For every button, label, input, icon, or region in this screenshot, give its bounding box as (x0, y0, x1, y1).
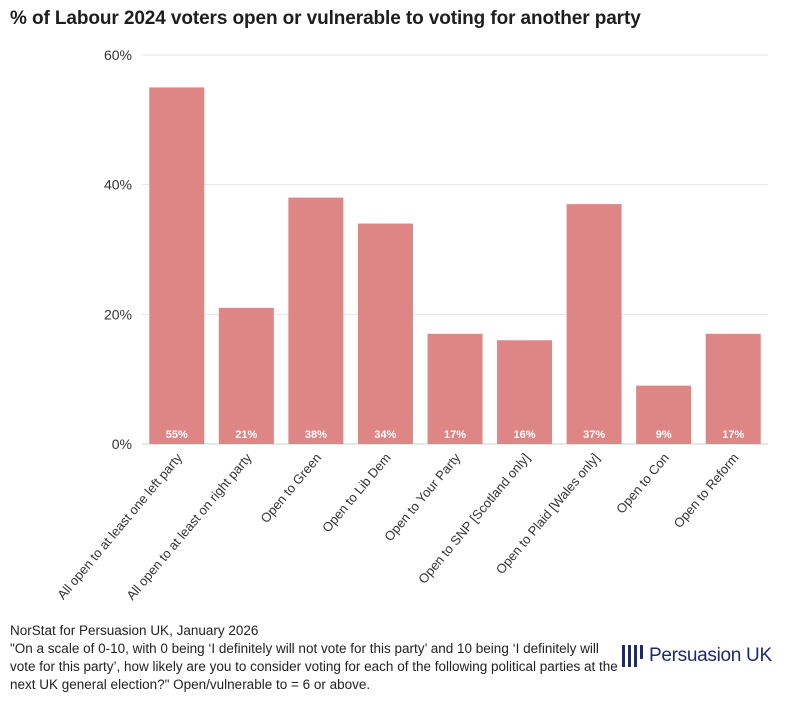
question-note: "On a scale of 0-10, with 0 being ‘I def… (10, 641, 618, 692)
bar (149, 87, 205, 445)
persuasion-uk-logo: Persuasion UK (622, 645, 772, 667)
bar (218, 307, 274, 444)
bar (705, 333, 761, 444)
bar (497, 340, 553, 444)
data-label: 17% (444, 429, 466, 441)
data-label: 37% (583, 429, 605, 441)
x-tick-label: Open to Green (257, 450, 324, 526)
data-label: 21% (235, 429, 257, 441)
data-label: 16% (514, 429, 536, 441)
x-tick-label: Open to Your Party (381, 450, 463, 544)
logo-text: Persuasion UK (649, 645, 772, 666)
data-label: 55% (166, 429, 188, 441)
data-label: 34% (374, 429, 396, 441)
data-label: 9% (656, 429, 672, 441)
y-tick-label: 60% (104, 47, 132, 63)
x-tick-label: Open to Reform (671, 450, 742, 531)
bar (566, 204, 622, 444)
x-tick-label: All open to at least on right party (123, 450, 255, 603)
data-label: 17% (722, 429, 744, 441)
footer: NorStat for Persuasion UK, January 2026 … (10, 622, 620, 694)
bar (288, 197, 344, 444)
y-tick-label: 0% (112, 436, 132, 452)
bar (357, 223, 413, 444)
y-tick-label: 40% (104, 177, 132, 193)
data-label: 38% (305, 429, 327, 441)
source-note: NorStat for Persuasion UK, January 2026 (10, 623, 259, 638)
bar (636, 385, 692, 444)
x-tick-label: Open to Lib Dem (319, 450, 394, 535)
x-tick-label: All open to at least one left party (54, 450, 185, 602)
bar-chart: 0% 20% 40% 60% 55% All open to at least one l… (54, 47, 768, 603)
chart-title: % of Labour 2024 voters open or vulnerab… (10, 8, 641, 29)
x-tick-label: Open to Con (613, 450, 672, 516)
bar (427, 333, 483, 444)
y-tick-label: 20% (104, 306, 132, 322)
logo-bars-icon (622, 645, 643, 667)
x-tick-label: Open to SNP [Scotland only] (415, 450, 533, 586)
